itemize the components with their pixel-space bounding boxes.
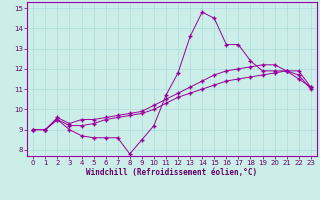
X-axis label: Windchill (Refroidissement éolien,°C): Windchill (Refroidissement éolien,°C) [86, 168, 258, 177]
